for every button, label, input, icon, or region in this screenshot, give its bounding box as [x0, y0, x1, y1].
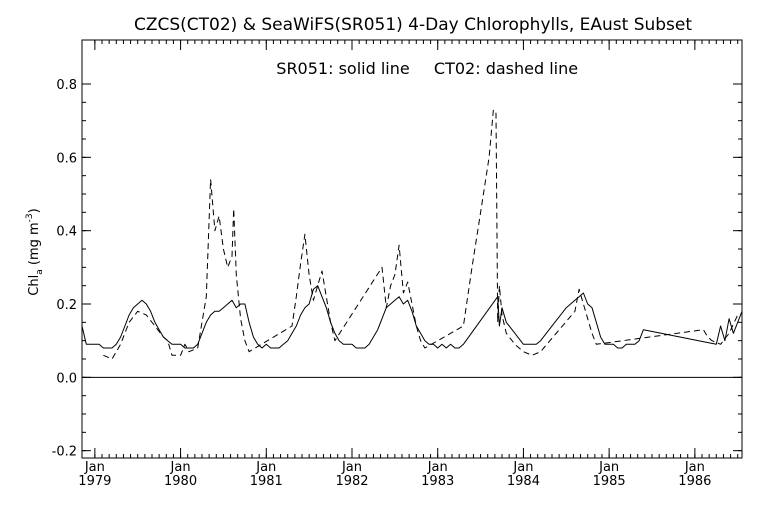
x-tick-year-label: 1981 [250, 474, 283, 489]
y-tick-label: 0.2 [56, 298, 77, 313]
legend-solid-note: SR051: solid line [276, 59, 409, 78]
x-tick-month-label: Jan [341, 460, 362, 475]
y-axis-label-units-exponent: -3 [25, 213, 35, 222]
x-tick-month-label: Jan [170, 460, 191, 475]
series-line-ct02 [103, 109, 739, 360]
plot-frame [81, 39, 743, 459]
chart-title: CZCS(CT02) & SeaWiFS(SR051) 4-Day Chloro… [134, 15, 692, 35]
x-tick-year-label: 1984 [507, 474, 540, 489]
y-axis-label-main: Chl [27, 275, 42, 296]
x-tick-month-label: Jan [684, 460, 705, 475]
x-tick-year-label: 1980 [164, 474, 197, 489]
x-tick-month-label: Jan [512, 460, 533, 475]
legend-dashed-note: CT02: dashed line [434, 59, 578, 78]
x-tick-year-label: 1983 [421, 474, 454, 489]
y-tick-label: 0.8 [56, 78, 77, 93]
x-tick-year-label: 1979 [78, 474, 111, 489]
y-axis-label: Chla (mg m-3) [25, 208, 45, 295]
y-tick-label: 0.6 [56, 151, 77, 166]
y-tick-label: -0.2 [52, 445, 77, 460]
y-axis-label-subscript: a [35, 269, 45, 275]
x-tick-month-label: Jan [255, 460, 276, 475]
y-tick-label: 0.4 [56, 225, 77, 240]
series-line-sr051 [81, 285, 743, 349]
y-tick-label: 0.0 [56, 371, 77, 386]
x-tick-month-label: Jan [84, 460, 105, 475]
x-tick-month-label: Jan [598, 460, 619, 475]
x-tick-year-label: 1985 [593, 474, 626, 489]
plot-area: -0.20.00.20.40.60.8Jan1979Jan1980Jan1981… [52, 39, 743, 489]
x-tick-year-label: 1986 [678, 474, 711, 489]
x-tick-year-label: 1982 [335, 474, 368, 489]
y-axis-label-units-close: ) [27, 208, 42, 213]
y-axis-label-units: (mg m [27, 222, 42, 269]
x-tick-month-label: Jan [427, 460, 448, 475]
